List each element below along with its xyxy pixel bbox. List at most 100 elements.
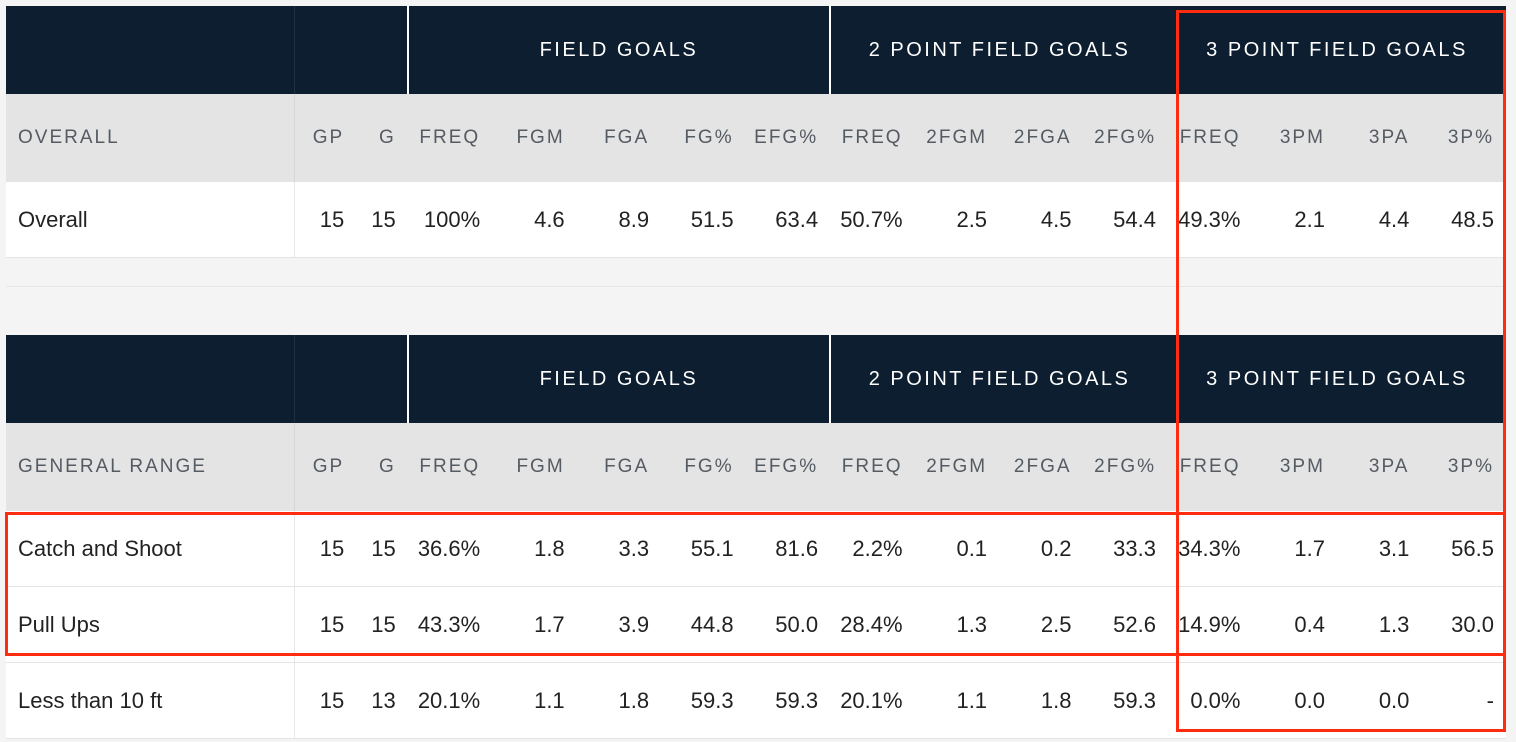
cell-fga: 3.3 — [576, 511, 662, 587]
row-label: Catch and Shoot — [6, 511, 295, 587]
cell-2fga: 0.2 — [999, 511, 1084, 587]
col-header-3pt-freq[interactable]: FREQ — [1168, 94, 1253, 182]
row-label: Less than 10 ft — [6, 662, 295, 739]
row-label: Overall — [6, 182, 295, 258]
group-field-goals: FIELD GOALS — [406, 335, 831, 423]
col-header-fg-pct[interactable]: FG% — [661, 94, 746, 182]
cell-efg-pct: 81.6 — [745, 511, 831, 587]
col-header-2fga[interactable]: 2FGA — [999, 94, 1084, 182]
col-header-freq[interactable]: FREQ — [407, 423, 493, 511]
cell-fgm: 1.1 — [492, 662, 577, 739]
cell-3pm: 1.7 — [1252, 511, 1337, 587]
group-header-blank — [293, 6, 408, 94]
cell-freq: 100% — [407, 182, 493, 258]
group-field-goals: FIELD GOALS — [406, 6, 831, 94]
col-header-g[interactable]: G — [356, 94, 408, 182]
group-header-blank — [6, 6, 295, 94]
cell-3pa: 1.3 — [1336, 586, 1422, 663]
col-header-3p-pct[interactable]: 3P% — [1421, 94, 1506, 182]
cell-fgm: 1.7 — [492, 586, 577, 663]
col-header-freq[interactable]: FREQ — [407, 94, 493, 182]
overall-table: FIELD GOALS 2 POINT FIELD GOALS 3 POINT … — [6, 6, 1506, 258]
col-header-3pa[interactable]: 3PA — [1336, 94, 1422, 182]
cell-fg-pct: 44.8 — [661, 586, 746, 663]
cell-2fgm: 1.3 — [914, 586, 1000, 663]
group-header-row: FIELD GOALS 2 POINT FIELD GOALS 3 POINT … — [6, 335, 1506, 423]
col-header-g[interactable]: G — [356, 423, 408, 511]
table-row-catch-and-shoot: Catch and Shoot 15 15 36.6% 1.8 3.3 55.1… — [6, 511, 1506, 587]
cell-2fg-pct: 54.4 — [1083, 182, 1168, 258]
cell-2pt-freq: 28.4% — [830, 586, 915, 663]
shooting-stats: FIELD GOALS 2 POINT FIELD GOALS 3 POINT … — [6, 6, 1506, 739]
col-header-3pm[interactable]: 3PM — [1252, 423, 1337, 511]
col-header-2pt-freq[interactable]: FREQ — [830, 94, 915, 182]
col-header-3pm[interactable]: 3PM — [1252, 94, 1337, 182]
col-header-2fg-pct[interactable]: 2FG% — [1083, 94, 1168, 182]
col-header-fga[interactable]: FGA — [576, 423, 662, 511]
col-header-fgm[interactable]: FGM — [492, 423, 577, 511]
cell-2pt-freq: 20.1% — [830, 662, 915, 739]
col-header-overall[interactable]: OVERALL — [6, 94, 295, 182]
col-header-fg-pct[interactable]: FG% — [661, 423, 746, 511]
cell-efg-pct: 50.0 — [745, 586, 831, 663]
col-header-efg-pct[interactable]: EFG% — [745, 423, 831, 511]
cell-2fga: 4.5 — [999, 182, 1084, 258]
column-header-row: GENERAL RANGE GP G FREQ FGM FGA FG% EFG%… — [6, 423, 1506, 511]
cell-2pt-freq: 2.2% — [830, 511, 915, 587]
cell-fgm: 1.8 — [492, 511, 577, 587]
cell-3pm: 2.1 — [1252, 182, 1337, 258]
cell-gp: 15 — [294, 662, 357, 739]
cell-3pt-freq: 34.3% — [1168, 511, 1253, 587]
cell-fgm: 4.6 — [492, 182, 577, 258]
col-header-3p-pct[interactable]: 3P% — [1421, 423, 1506, 511]
cell-gp: 15 — [294, 586, 357, 663]
cell-g: 13 — [356, 662, 408, 739]
col-header-2pt-freq[interactable]: FREQ — [830, 423, 915, 511]
cell-fg-pct: 51.5 — [661, 182, 746, 258]
column-header-row: OVERALL GP G FREQ FGM FGA FG% EFG% FREQ … — [6, 94, 1506, 182]
col-header-general-range[interactable]: GENERAL RANGE — [6, 423, 295, 511]
group-header-blank — [6, 335, 295, 423]
cell-2fgm: 1.1 — [914, 662, 1000, 739]
cell-2fg-pct: 33.3 — [1083, 511, 1168, 587]
cell-freq: 36.6% — [407, 511, 493, 587]
cell-3pm: 0.0 — [1252, 662, 1337, 739]
table-row-overall: Overall 15 15 100% 4.6 8.9 51.5 63.4 50.… — [6, 182, 1506, 258]
cell-3p-pct: 30.0 — [1421, 586, 1506, 663]
cell-gp: 15 — [294, 511, 357, 587]
cell-3pt-freq: 0.0% — [1168, 662, 1253, 739]
col-header-3pa[interactable]: 3PA — [1336, 423, 1422, 511]
col-header-2fgm[interactable]: 2FGM — [914, 423, 1000, 511]
cell-g: 15 — [356, 511, 408, 587]
section-gap — [6, 287, 1506, 335]
row-label: Pull Ups — [6, 586, 295, 663]
col-header-efg-pct[interactable]: EFG% — [745, 94, 831, 182]
col-header-fga[interactable]: FGA — [576, 94, 662, 182]
col-header-gp[interactable]: GP — [294, 94, 357, 182]
cell-2fg-pct: 52.6 — [1083, 586, 1168, 663]
col-header-fgm[interactable]: FGM — [492, 94, 577, 182]
cell-gp: 15 — [294, 182, 357, 258]
group-header-row: FIELD GOALS 2 POINT FIELD GOALS 3 POINT … — [6, 6, 1506, 94]
col-header-3pt-freq[interactable]: FREQ — [1168, 423, 1253, 511]
general-range-table: FIELD GOALS 2 POINT FIELD GOALS 3 POINT … — [6, 335, 1506, 739]
cell-g: 15 — [356, 182, 408, 258]
cell-fga: 3.9 — [576, 586, 662, 663]
group-header-blank — [293, 335, 408, 423]
group-3pt-field-goals: 3 POINT FIELD GOALS — [1168, 335, 1506, 423]
col-header-2fg-pct[interactable]: 2FG% — [1083, 423, 1168, 511]
cell-g: 15 — [356, 586, 408, 663]
cell-2fg-pct: 59.3 — [1083, 662, 1168, 739]
group-2pt-field-goals: 2 POINT FIELD GOALS — [829, 335, 1168, 423]
cell-2fgm: 0.1 — [914, 511, 1000, 587]
cell-3pt-freq: 14.9% — [1168, 586, 1253, 663]
table-footer-strip — [6, 258, 1506, 287]
cell-fga: 8.9 — [576, 182, 662, 258]
table-row-pull-ups: Pull Ups 15 15 43.3% 1.7 3.9 44.8 50.0 2… — [6, 586, 1506, 663]
col-header-gp[interactable]: GP — [294, 423, 357, 511]
cell-3pa: 3.1 — [1336, 511, 1422, 587]
col-header-2fgm[interactable]: 2FGM — [914, 94, 1000, 182]
cell-efg-pct: 59.3 — [745, 662, 831, 739]
col-header-2fga[interactable]: 2FGA — [999, 423, 1084, 511]
cell-2fga: 2.5 — [999, 586, 1084, 663]
